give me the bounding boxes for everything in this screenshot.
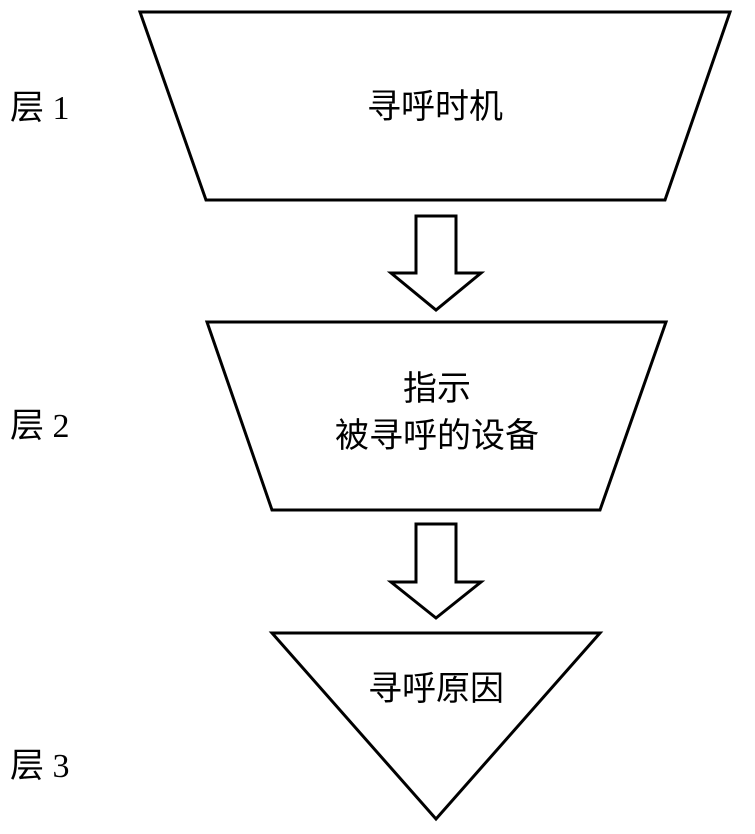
layer-2-label: 层 2: [10, 398, 70, 447]
trap2-text-line2: 被寻呼的设备: [335, 417, 539, 455]
arrow-1: [391, 216, 481, 310]
arrow-2: [391, 524, 481, 618]
triangle-layer3: [272, 633, 600, 819]
diagram-svg: 寻呼时机 指示 被寻呼的设备 寻呼原因: [0, 0, 755, 834]
trap2-text-line1: 指示: [403, 370, 471, 408]
layer-1-label: 层 1: [10, 80, 70, 129]
tri3-text: 寻呼原因: [368, 671, 504, 708]
trap1-text: 寻呼时机: [367, 88, 503, 126]
layer-3-label: 层 3: [10, 738, 70, 787]
trapezoid-layer2: [207, 322, 666, 510]
